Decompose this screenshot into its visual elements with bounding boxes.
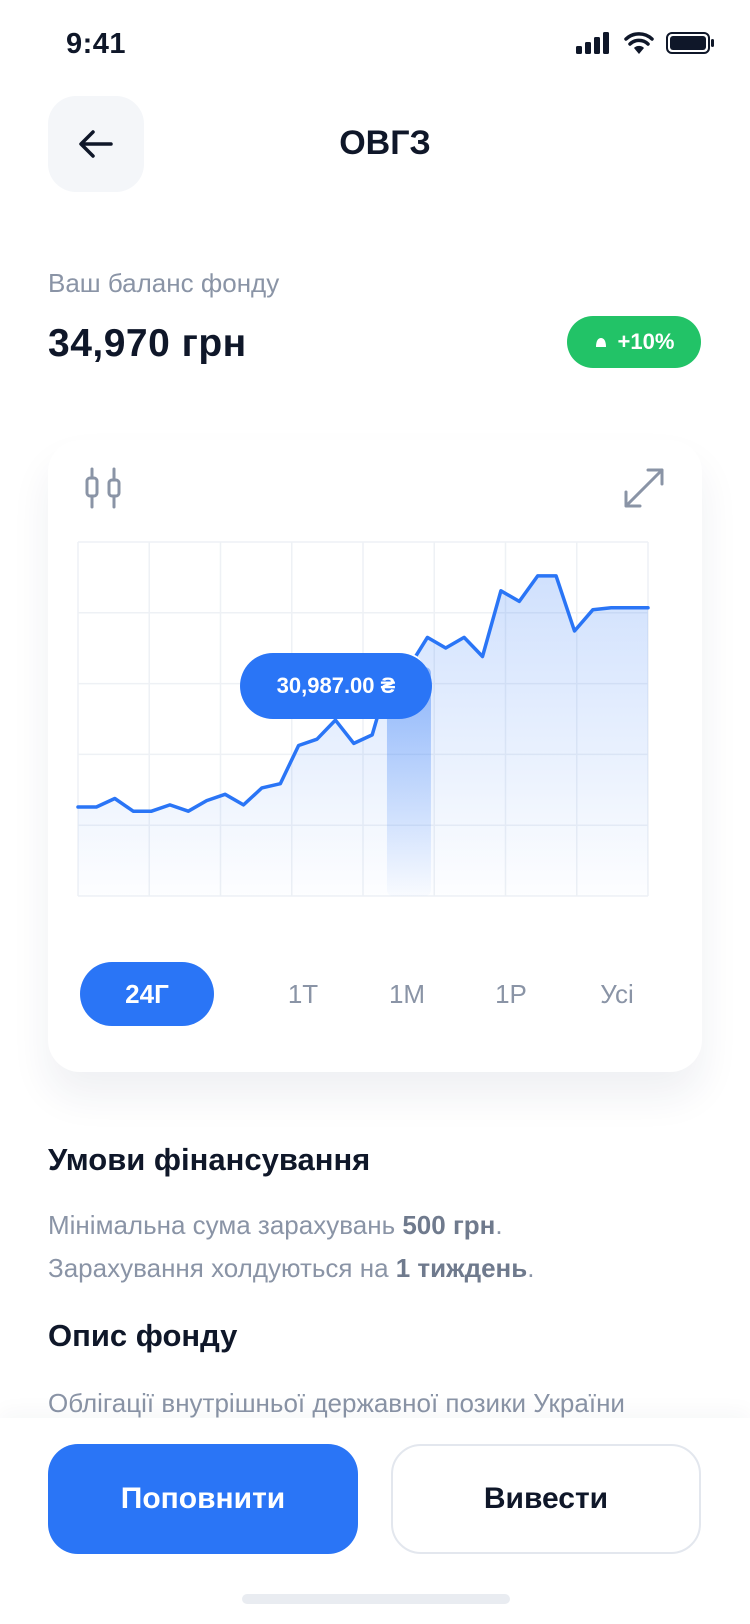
terms-hold-period: Зарахування холдуються на 1 тиждень.: [48, 1253, 534, 1284]
header: ОВГЗ: [0, 94, 750, 194]
terms-title: Умови фінансування: [48, 1142, 371, 1177]
expand-icon: [624, 468, 664, 508]
wifi-icon: [624, 32, 654, 54]
chart-tooltip: 30,987.00 ₴: [240, 653, 432, 719]
change-badge: +10%: [567, 316, 701, 368]
deposit-button[interactable]: Поповнити: [48, 1444, 358, 1554]
arrow-left-icon: [79, 130, 113, 158]
back-button[interactable]: [48, 96, 144, 192]
period-tabs: 24Г 1Т 1М 1Р Усі: [80, 962, 670, 1026]
terms-min-amount-value: 500 грн: [402, 1210, 496, 1240]
home-indicator: [242, 1594, 510, 1604]
period-tab-24h[interactable]: 24Г: [80, 962, 214, 1026]
period-tab-1y[interactable]: 1Р: [495, 978, 527, 1009]
period-tab-1m[interactable]: 1М: [388, 978, 426, 1009]
balance-label: Ваш баланс фонду: [48, 268, 280, 298]
description-text: Облігації внутрішньої державної позики У…: [48, 1388, 625, 1418]
period-tab-1w[interactable]: 1Т: [287, 978, 319, 1009]
terms-min-amount-end: .: [495, 1210, 503, 1240]
balance-value: 34,970 грн: [48, 322, 247, 365]
expand-chart-button[interactable]: [622, 466, 666, 510]
terms-hold-period-text: Зарахування холдуються на: [48, 1253, 396, 1283]
bottom-action-bar: Поповнити Вивести: [0, 1418, 750, 1624]
status-time: 9:41: [66, 28, 127, 60]
change-value: +10%: [617, 329, 675, 354]
candlestick-toggle-button[interactable]: [82, 466, 126, 510]
description-title: Опис фонду: [48, 1318, 238, 1353]
battery-icon: [666, 32, 714, 54]
cellular-signal-icon: [576, 32, 609, 54]
candlestick-icon: [85, 467, 121, 509]
period-tab-all[interactable]: Усі: [600, 978, 634, 1009]
terms-min-amount-text: Мінімальна сума зарахувань: [48, 1210, 403, 1240]
status-icons: [576, 32, 714, 54]
terms-hold-period-value: 1 тиждень: [395, 1253, 528, 1283]
terms-hold-period-end: .: [527, 1253, 535, 1283]
status-bar: 9:41: [0, 0, 750, 94]
trend-up-icon: [595, 338, 606, 347]
withdraw-button[interactable]: Вивести: [391, 1444, 701, 1554]
page-title: ОВГЗ: [339, 124, 431, 162]
terms-min-amount: Мінімальна сума зарахувань 500 грн.: [48, 1210, 503, 1241]
